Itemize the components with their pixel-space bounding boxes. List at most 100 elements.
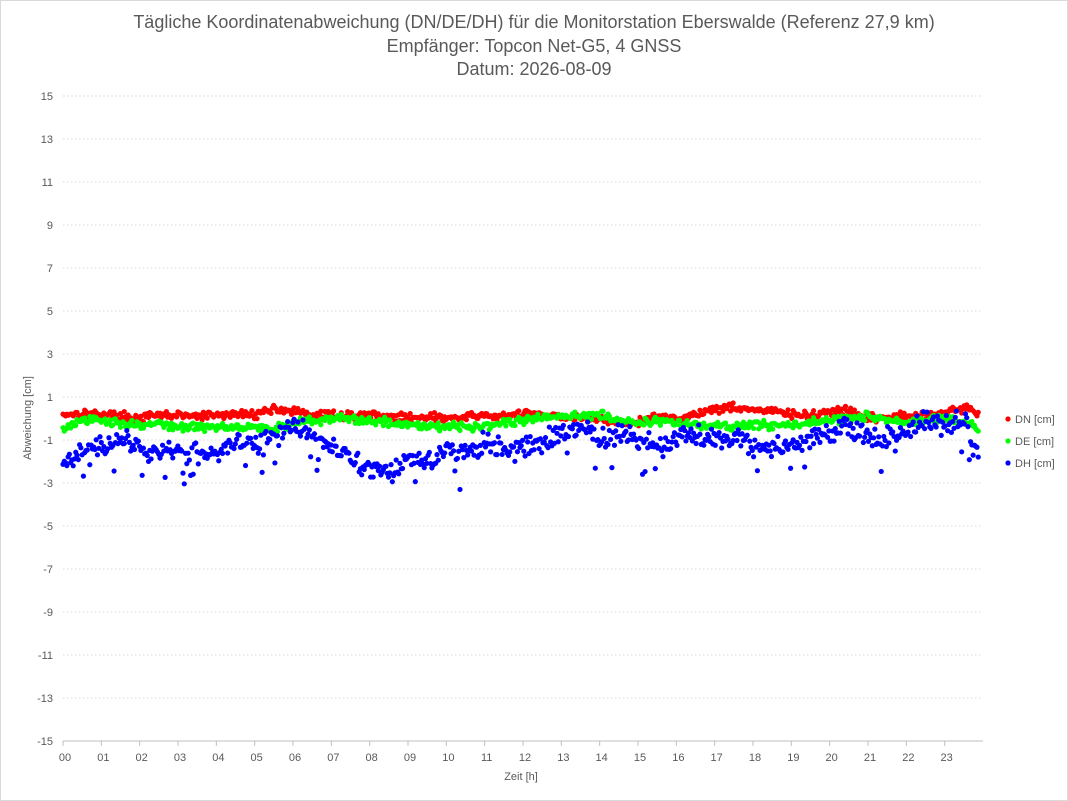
x-tick-label: 18 (749, 752, 761, 764)
data-point (745, 450, 752, 457)
x-tick-label: 07 (327, 752, 339, 764)
data-point (457, 427, 463, 434)
data-point (244, 440, 250, 446)
data-point (121, 440, 127, 447)
data-point (890, 429, 896, 435)
data-point (560, 422, 566, 428)
y-tick-label: -5 (43, 521, 53, 533)
data-point (174, 414, 180, 420)
data-point (975, 454, 981, 460)
data-point (587, 429, 593, 435)
data-point (925, 419, 932, 426)
data-point (592, 465, 598, 471)
data-point (236, 432, 242, 438)
data-point (730, 400, 736, 406)
data-point (905, 429, 911, 435)
data-point (953, 408, 960, 414)
data-point (883, 444, 889, 450)
y-tick-label: 7 (47, 263, 53, 275)
data-point (735, 427, 741, 433)
data-point (248, 435, 254, 441)
data-point (208, 445, 214, 451)
data-point (162, 474, 168, 480)
data-point (165, 421, 171, 427)
data-point (355, 450, 361, 456)
x-tick-label: 23 (941, 752, 953, 764)
data-point (461, 455, 467, 461)
data-point (623, 428, 629, 434)
data-point (766, 442, 772, 448)
data-point (974, 444, 980, 450)
data-point (393, 457, 399, 463)
data-point (939, 419, 946, 425)
data-point (522, 453, 528, 459)
data-point (952, 414, 958, 420)
data-point (189, 445, 195, 451)
data-point (780, 449, 786, 455)
data-point (850, 425, 856, 431)
data-point (812, 426, 818, 432)
data-point (618, 438, 624, 444)
x-tick-label: 02 (136, 752, 148, 764)
legend-marker (1005, 416, 1011, 422)
data-point (860, 414, 866, 420)
data-point (410, 453, 416, 459)
data-point (684, 418, 690, 424)
data-point (101, 443, 107, 450)
legend: DN [cm] DE [cm] DH [cm] (1005, 414, 1055, 470)
y-tick-label: -9 (43, 607, 53, 619)
data-point (571, 421, 577, 428)
data-point (825, 434, 831, 440)
data-point (573, 432, 579, 438)
data-point (803, 438, 809, 445)
data-point (311, 431, 318, 437)
chart-subtitle-date: Datum: 2026-08-09 (456, 59, 612, 79)
data-point (457, 486, 463, 493)
data-point (451, 448, 457, 454)
data-point (97, 434, 103, 440)
data-point (734, 437, 740, 444)
data-point (553, 424, 559, 431)
data-point (671, 430, 678, 436)
data-point (179, 448, 185, 454)
data-point (817, 439, 823, 446)
data-point (70, 463, 76, 469)
data-point (665, 438, 671, 445)
data-point (879, 443, 886, 449)
data-point (546, 424, 552, 430)
data-point (462, 442, 468, 448)
data-point (975, 428, 981, 434)
data-point (315, 456, 321, 463)
x-tick-label: 14 (596, 752, 608, 764)
data-point (625, 437, 632, 443)
x-tick-label: 11 (481, 752, 492, 764)
data-point (715, 419, 721, 425)
data-point (679, 434, 685, 440)
legend-label: DH [cm] (1015, 458, 1055, 470)
data-point (609, 465, 615, 471)
data-point (669, 439, 675, 445)
data-point (516, 408, 522, 414)
data-point (652, 466, 658, 472)
data-point (816, 426, 822, 433)
x-tick-label: 00 (59, 752, 71, 764)
data-point (140, 445, 147, 451)
x-axis-label: Zeit [h] (504, 771, 538, 783)
y-axis-ticks: 15 13 11 9 7 5 3 1 -1 -3 -5 -7 -9 -11 -13 -15 (37, 91, 53, 748)
data-point (361, 466, 367, 473)
data-point (747, 438, 753, 444)
data-point (541, 439, 547, 445)
data-point (308, 454, 314, 460)
y-tick-label: 15 (41, 91, 53, 103)
data-point (318, 408, 324, 414)
data-point (175, 443, 181, 449)
y-tick-label: 13 (41, 134, 53, 146)
data-point (934, 413, 941, 419)
x-tick-label: 21 (864, 752, 876, 764)
data-point (231, 445, 237, 452)
data-point (435, 457, 441, 463)
data-point (333, 443, 339, 449)
data-point (716, 410, 722, 416)
data-point (739, 431, 745, 437)
data-point (845, 431, 851, 437)
